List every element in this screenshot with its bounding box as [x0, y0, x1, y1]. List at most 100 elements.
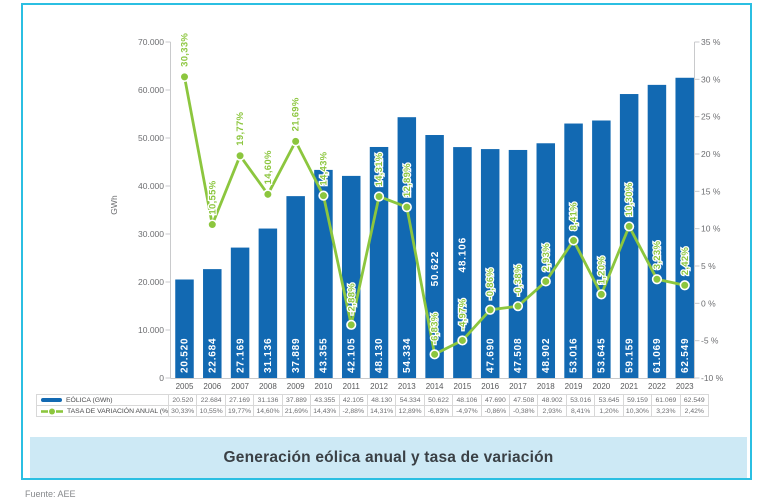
right-tick-label: -5 % — [701, 336, 719, 346]
caption-text: Generación eólica anual y tasa de variac… — [223, 448, 554, 466]
legend-table-row: EÓLICA (GWh) 20.520 22.684 27.169 31.136 37.8… — [37, 395, 710, 406]
year-label: 2005 — [176, 382, 194, 391]
bar-value-label: 50.622 — [430, 251, 441, 286]
table-value-cell: 47.690 — [481, 395, 511, 406]
year-label: 2020 — [592, 382, 610, 391]
table-value-cell: 48.902 — [538, 395, 567, 406]
line-marker — [318, 190, 329, 201]
right-tick-label: 35 % — [701, 37, 721, 47]
line-series-swatch-icon — [41, 408, 63, 415]
bar — [675, 77, 694, 378]
line-marker — [401, 201, 412, 213]
right-tick-label: 10 % — [701, 224, 721, 234]
blue-line-icon — [41, 398, 62, 402]
variation-label: -0,86% — [485, 268, 496, 300]
legend-table-row: TASA DE VARIACIÓN ANUAL (%) 30,33% 10,55% 1… — [37, 406, 710, 417]
table-value-cell: 21,69% — [282, 406, 312, 417]
year-label: 2014 — [426, 382, 444, 391]
right-tick-label: 0 % — [701, 298, 716, 308]
bar — [175, 279, 194, 378]
table-value-cell: 20.520 — [169, 395, 198, 406]
line-marker — [457, 335, 468, 346]
right-tick-label: -10 % — [701, 373, 724, 383]
table-value-cell: -2,88% — [339, 406, 368, 417]
table-value-cell: 10,30% — [623, 406, 653, 417]
variation-label: 19,77% — [235, 111, 246, 145]
bar — [592, 120, 611, 378]
table-value-cell: 14,31% — [367, 406, 397, 417]
bar-value-label: 54.334 — [402, 338, 413, 373]
bar — [258, 228, 278, 378]
right-tick-label: 5 % — [701, 261, 716, 271]
table-value-cell: 2,42% — [680, 406, 710, 417]
year-label: 2012 — [370, 382, 388, 391]
bar — [536, 143, 556, 378]
bar-value-label: 53.645 — [597, 338, 608, 373]
year-label: 2009 — [287, 382, 305, 391]
table-value-cell: 42.105 — [339, 395, 368, 406]
year-label: 2023 — [676, 382, 694, 391]
table-value-cell: -6,83% — [424, 406, 454, 417]
legend-series-name: EÓLICA (GWh) — [66, 396, 113, 404]
year-label: 2010 — [315, 382, 333, 391]
year-label: 2022 — [648, 382, 666, 391]
line-marker — [540, 276, 551, 287]
source-text: Fuente: AEE — [25, 489, 76, 499]
bar — [341, 175, 361, 378]
variation-label: 10,55% — [207, 180, 218, 214]
bar-value-label: 62.549 — [680, 338, 691, 373]
bar-value-label: 27.169 — [235, 338, 246, 373]
bar-value-label: 48.902 — [541, 338, 552, 373]
bar-value-label: 61.069 — [652, 338, 663, 373]
right-tick-label: 15 % — [701, 186, 721, 196]
bar — [286, 196, 305, 378]
variation-label: 14,60% — [263, 150, 274, 184]
line-marker — [596, 289, 607, 300]
bar — [480, 149, 500, 378]
bar-value-label: 43.355 — [319, 338, 330, 373]
table-value-cell: 53.016 — [566, 395, 596, 406]
table-value-cell: 2,93% — [538, 406, 567, 417]
variation-label: 14,43% — [318, 151, 329, 185]
green-dash-dot-icon — [41, 408, 63, 414]
variation-label: 3,23% — [652, 241, 663, 270]
table-value-cell: 61.069 — [652, 395, 681, 406]
left-tick-label: 50.000 — [138, 133, 164, 143]
line-marker — [679, 280, 690, 291]
legend-table: EÓLICA (GWh) 20.520 22.684 27.169 31.136 37.8… — [36, 394, 710, 417]
line-marker — [346, 319, 357, 330]
variation-label: 21,69% — [291, 97, 302, 131]
right-tick-label: 25 % — [701, 112, 721, 122]
table-value-cell: -4,97% — [453, 406, 482, 417]
variation-label: -0,38% — [513, 264, 524, 296]
table-value-cell: 62.549 — [680, 395, 710, 406]
left-tick-label: 70.000 — [138, 37, 164, 47]
table-value-cell: 8,41% — [566, 406, 596, 417]
table-value-cell: -0,86% — [481, 406, 511, 417]
right-tick-label: 30 % — [701, 74, 721, 84]
table-value-cell: 31.136 — [254, 395, 283, 406]
bar-value-label: 59.159 — [624, 338, 635, 373]
line-marker — [429, 349, 440, 360]
year-label: 2006 — [203, 382, 221, 391]
bar-value-label: 47.508 — [513, 338, 524, 373]
legend-series-name: TASA DE VARIACIÓN ANUAL (%) — [67, 407, 169, 415]
line-marker — [290, 136, 301, 147]
variation-label: -2,88% — [346, 283, 357, 315]
line-marker — [624, 221, 635, 232]
table-value-cell: 47.508 — [510, 395, 539, 406]
bar-value-label: 20.520 — [180, 338, 191, 373]
line-marker — [234, 150, 246, 161]
year-label: 2011 — [343, 382, 361, 391]
variation-label: 12,89% — [402, 163, 413, 197]
table-value-cell: 48.106 — [453, 395, 482, 406]
year-label: 2021 — [620, 382, 638, 391]
table-value-cell: 12,89% — [396, 406, 425, 417]
bar — [619, 94, 639, 378]
year-label: 2013 — [398, 382, 416, 391]
year-label: 2016 — [481, 382, 499, 391]
table-value-cell: 43.355 — [311, 395, 340, 406]
legend-label: EÓLICA (GWh) — [37, 395, 169, 406]
table-value-cell: 50.622 — [424, 395, 454, 406]
